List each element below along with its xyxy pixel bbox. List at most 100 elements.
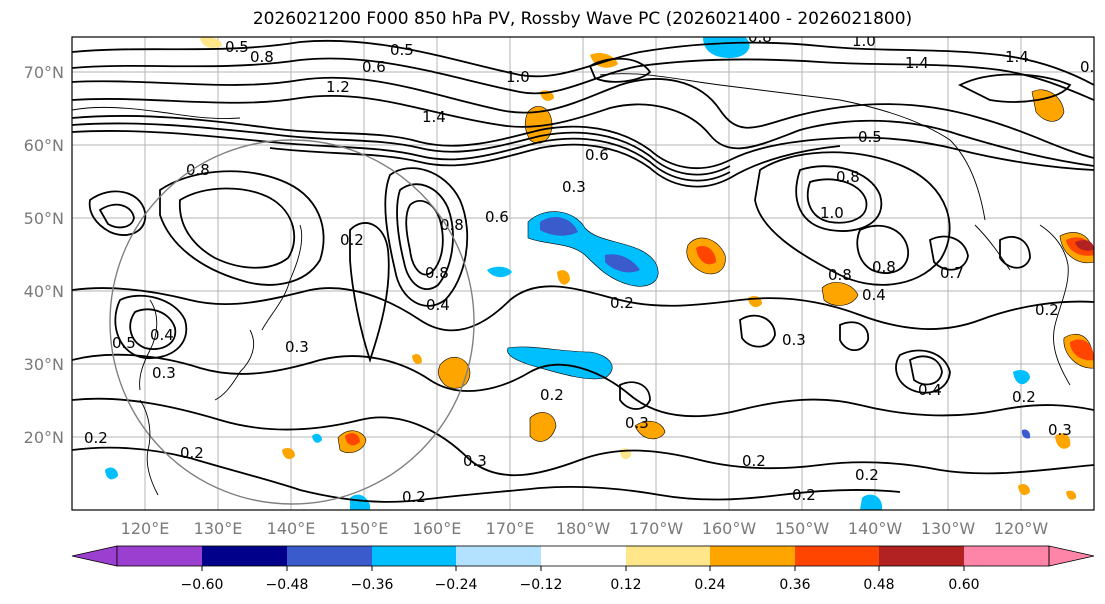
colorbar-ticks	[201, 566, 965, 571]
contour-label: 1.0	[852, 32, 876, 50]
contour-label: 0.8	[425, 264, 449, 282]
latitude-labels: 70°N 60°N 50°N 40°N 30°N 20°N	[24, 63, 64, 447]
lat-label: 40°N	[24, 282, 64, 301]
contour-label: 0.8	[186, 161, 210, 179]
colorbar-tick-label: 0.60	[948, 577, 979, 593]
contour-label: 0.3	[285, 338, 309, 356]
contour-label: 0.2	[402, 488, 426, 506]
contour-label: 0.6	[362, 58, 386, 76]
contour-label: 1.0	[506, 68, 530, 86]
colorbar-tick-label: 0.12	[610, 577, 641, 593]
colorbar-tick-label: −0.12	[520, 577, 563, 593]
contour-label: 0.3	[562, 178, 586, 196]
colorbar-extend-left	[71, 545, 118, 567]
graticule	[72, 37, 1094, 510]
colorbar-segment	[202, 546, 287, 566]
colorbar-segment	[287, 546, 372, 566]
contour-label: 0.5	[1080, 58, 1104, 76]
contour-label: 0.2	[1035, 301, 1059, 319]
lon-label: 180°W	[556, 519, 611, 538]
contour-label: 0.5	[390, 41, 414, 59]
contour-label: 0.2	[742, 452, 766, 470]
contour-label: 0.3	[782, 331, 806, 349]
lat-label: 70°N	[24, 63, 64, 82]
map-title: 2026021200 F000 850 hPa PV, Rossby Wave …	[252, 9, 913, 29]
lat-label: 30°N	[24, 355, 64, 374]
reference-circle	[109, 139, 475, 505]
contour-label: 0.6	[585, 146, 609, 164]
map-frame	[71, 36, 1095, 511]
pv-contours	[72, 39, 1094, 503]
colorbar-tick-label: −0.24	[435, 577, 478, 593]
colorbar-tick-label: 0.48	[863, 577, 894, 593]
contour-label: 0.2	[180, 444, 204, 462]
contour-label: 0.5	[112, 334, 136, 352]
longitude-labels: 120°E 130°E 140°E 150°E 160°E 170°E 180°…	[121, 519, 1049, 538]
colorbar-segment	[795, 546, 879, 566]
pc-shading	[105, 37, 1094, 510]
colorbar-tick-label: 0.36	[779, 577, 810, 593]
lat-label: 50°N	[24, 209, 64, 228]
contour-label: 1.4	[1005, 48, 1029, 66]
contour-label: 0.8	[872, 258, 896, 276]
contour-label: 0.4	[426, 296, 450, 314]
contour-label: 0.8	[836, 168, 860, 186]
colorbar-segment	[964, 546, 1049, 566]
contour-label: 0.5	[858, 128, 882, 146]
contour-label: 0.2	[340, 231, 364, 249]
coastlines	[72, 73, 1071, 496]
contour-label: 0.5	[225, 38, 249, 56]
contour-label: 0.3	[625, 414, 649, 432]
contour-label: 0.8	[748, 28, 772, 46]
contour-label: 0.3	[1048, 421, 1072, 439]
lon-label: 130°W	[921, 519, 976, 538]
lon-label: 160°E	[413, 519, 462, 538]
colorbar-tick-label: −0.60	[181, 577, 224, 593]
contour-label: 0.2	[610, 294, 634, 312]
colorbar-segment	[879, 546, 964, 566]
contour-label: 1.2	[326, 78, 350, 96]
contour-label: 0.4	[918, 381, 942, 399]
lon-label: 150°W	[775, 519, 830, 538]
lon-label: 140°E	[267, 519, 316, 538]
colorbar: −0.60 −0.48 −0.36 −0.24 −0.12 0.12 0.24 …	[71, 545, 1095, 593]
colorbar-tick-label: −0.48	[266, 577, 309, 593]
lon-label: 120°W	[994, 519, 1049, 538]
lon-label: 150°E	[340, 519, 389, 538]
colorbar-segment	[541, 546, 626, 566]
contour-label: 0.8	[250, 48, 274, 66]
colorbar-segment	[626, 546, 710, 566]
contour-label: 0.6	[485, 208, 509, 226]
lon-label: 170°E	[486, 519, 535, 538]
lon-label: 140°W	[848, 519, 903, 538]
contour-label: 1.0	[820, 204, 844, 222]
lon-label: 130°E	[194, 519, 243, 538]
contour-label: 0.3	[152, 364, 176, 382]
colorbar-segment	[710, 546, 795, 566]
strong-negative-aleutian	[540, 217, 578, 236]
contour-label: 0.2	[1012, 388, 1036, 406]
lon-label: 170°W	[629, 519, 684, 538]
contour-label: 0.2	[855, 466, 879, 484]
colorbar-segment	[372, 546, 456, 566]
colorbar-tick-label: −0.36	[351, 577, 394, 593]
colorbar-tick-label: 0.24	[694, 577, 725, 593]
contour-label: 0.2	[792, 486, 816, 504]
contour-label: 1.4	[422, 108, 446, 126]
contour-label: 0.8	[828, 266, 852, 284]
lon-label: 160°W	[702, 519, 757, 538]
colorbar-segment	[117, 546, 202, 566]
contour-label: 0.4	[862, 286, 886, 304]
contour-label: 0.8	[440, 216, 464, 234]
lat-label: 60°N	[24, 136, 64, 155]
contour-labels: 0.5 0.8 0.6 0.5 1.0 1.4 1.4 1.2 1.0 1.4 …	[84, 28, 1104, 506]
colorbar-segment	[456, 546, 541, 566]
contour-label: 0.2	[84, 429, 108, 447]
colorbar-extend-right	[1048, 545, 1095, 567]
contour-label: 0.7	[940, 264, 964, 282]
contour-label: 1.4	[905, 54, 929, 72]
lat-label: 20°N	[24, 428, 64, 447]
lon-label: 120°E	[121, 519, 170, 538]
contour-label: 0.3	[463, 452, 487, 470]
